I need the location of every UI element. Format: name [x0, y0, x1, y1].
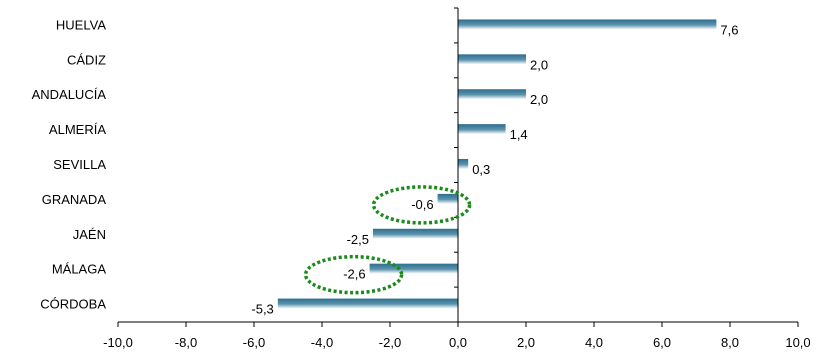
- bar: [458, 124, 506, 135]
- x-tick-label: -10,0: [103, 335, 133, 350]
- data-label: 7,6: [720, 22, 738, 37]
- data-label: 0,3: [472, 162, 490, 177]
- x-tick-label: 10,0: [785, 335, 810, 350]
- x-tick-label: -2,0: [379, 335, 401, 350]
- axes-layer: [117, 7, 799, 327]
- bar: [458, 19, 717, 30]
- bar: [458, 54, 526, 65]
- x-tick-label: 4,0: [585, 335, 603, 350]
- data-label: 2,0: [530, 92, 548, 107]
- highlight-ellipse: [303, 254, 404, 295]
- category-label: GRANADA: [42, 192, 107, 207]
- highlight-ellipse: [371, 185, 472, 225]
- x-tick-label: -8,0: [175, 335, 197, 350]
- data-label: -2,6: [343, 267, 365, 282]
- data-label: -5,3: [251, 302, 273, 317]
- bar: [458, 159, 469, 169]
- data-label: 1,4: [510, 127, 528, 142]
- bar: [373, 228, 458, 239]
- bar: [458, 89, 526, 100]
- category-label: HUELVA: [56, 17, 106, 32]
- bar: [369, 263, 458, 274]
- category-label: ANDALUCÍA: [32, 87, 107, 102]
- data-label: -0,6: [411, 197, 433, 212]
- x-tick-label: 0,0: [449, 335, 467, 350]
- data-label: 2,0: [530, 57, 548, 72]
- highlight-layer: [303, 185, 472, 295]
- category-label: JAÉN: [73, 227, 106, 242]
- category-label: ALMERÍA: [49, 122, 106, 137]
- x-tick-label: -4,0: [311, 335, 333, 350]
- data-label: -2,5: [347, 232, 369, 247]
- labels-layer: -10,0 -8,0 -6,0 -4,0 -2,0 0,0 2,0 4,0 6,0 8,0 10,0…: [32, 17, 811, 350]
- x-tick-label: 8,0: [721, 335, 739, 350]
- category-label: CÓRDOBA: [40, 297, 106, 312]
- bar: [277, 298, 458, 309]
- x-tick-label: -6,0: [243, 335, 265, 350]
- category-label: SEVILLA: [53, 157, 106, 172]
- bar: [437, 193, 458, 204]
- bars-layer: [277, 19, 717, 309]
- category-label: MÁLAGA: [52, 262, 107, 277]
- category-label: CÁDIZ: [67, 52, 106, 67]
- x-tick-label: 6,0: [653, 335, 671, 350]
- x-tick-label: 2,0: [517, 335, 535, 350]
